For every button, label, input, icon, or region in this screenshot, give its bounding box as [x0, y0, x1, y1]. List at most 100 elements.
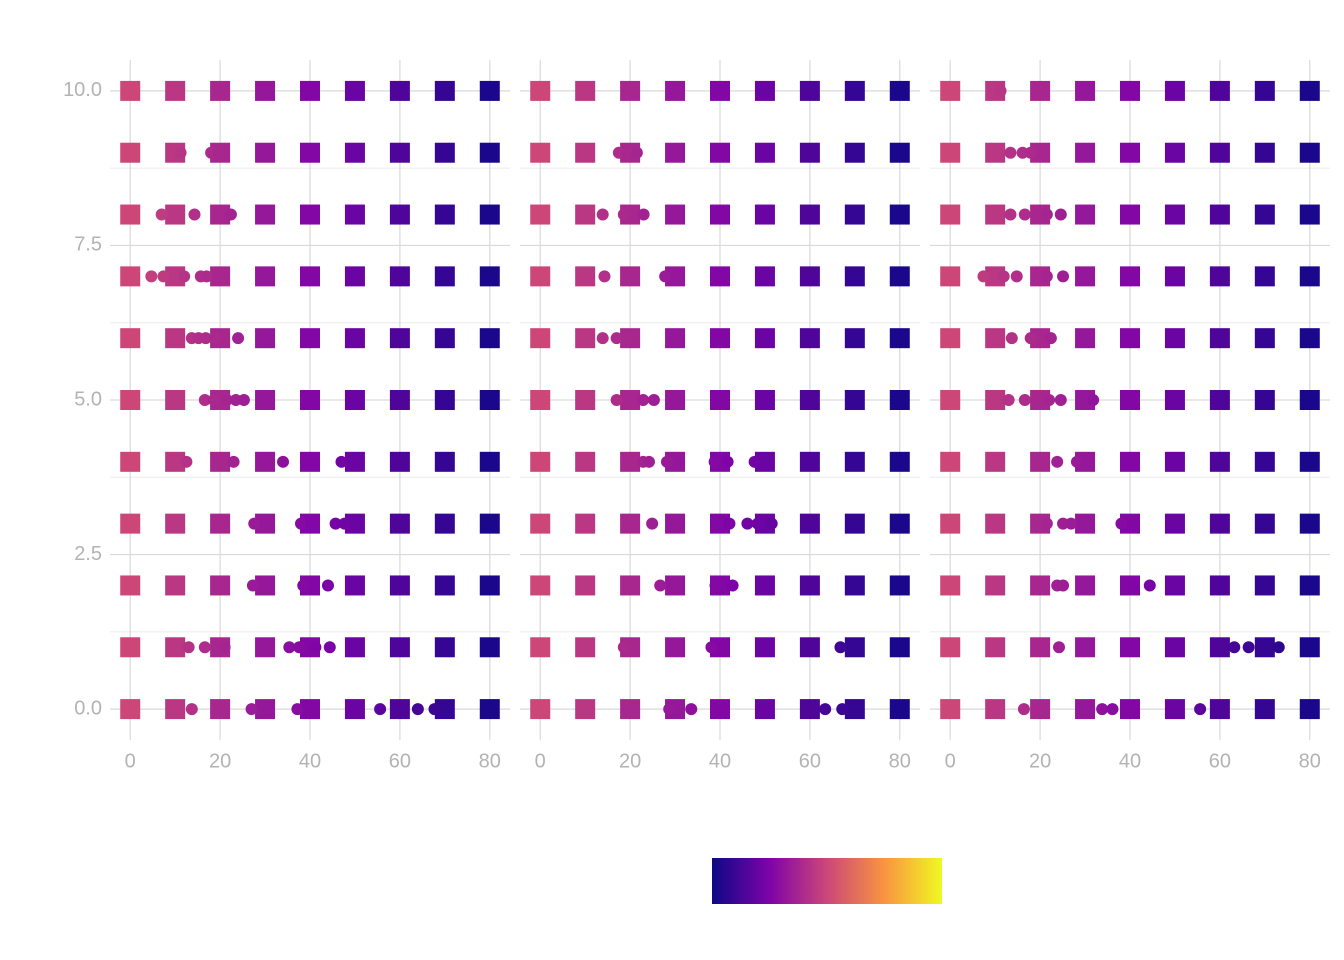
square-marker	[1209, 451, 1230, 472]
square-marker	[710, 80, 730, 101]
square-marker	[434, 80, 455, 101]
square-marker	[620, 699, 641, 720]
point	[663, 703, 676, 716]
square-marker	[710, 328, 730, 349]
square-marker	[754, 204, 775, 225]
square-marker	[530, 513, 551, 534]
square-marker	[1209, 575, 1230, 596]
point	[596, 208, 609, 221]
point	[200, 270, 213, 283]
square-marker	[1164, 328, 1185, 349]
point	[819, 703, 832, 716]
square-marker	[575, 204, 596, 225]
square-marker	[889, 80, 910, 101]
point	[309, 641, 322, 654]
point	[182, 641, 195, 654]
square-marker	[985, 328, 1006, 349]
square-marker	[844, 451, 865, 472]
square-marker	[620, 575, 641, 596]
square-marker	[620, 451, 641, 472]
square-marker	[710, 637, 730, 658]
square-marker	[1030, 451, 1051, 472]
square-marker	[1164, 575, 1185, 596]
square-marker	[844, 266, 865, 287]
square-marker	[985, 142, 1006, 163]
square-marker	[844, 142, 865, 163]
square-marker	[940, 142, 961, 163]
square-marker	[665, 637, 686, 658]
square-marker	[799, 204, 820, 225]
square-marker	[1254, 513, 1275, 534]
square-marker	[1254, 142, 1275, 163]
point	[277, 455, 290, 468]
point	[246, 579, 259, 592]
square-marker	[844, 575, 865, 596]
square-marker	[120, 80, 141, 101]
square-marker	[575, 80, 596, 101]
square-marker	[1254, 80, 1275, 101]
point	[1043, 394, 1056, 406]
square-marker	[1299, 699, 1320, 720]
point	[1052, 641, 1065, 654]
square-marker	[1030, 80, 1051, 101]
square-marker	[530, 328, 551, 349]
point	[323, 641, 336, 654]
square-marker	[799, 513, 820, 534]
square-marker	[479, 142, 500, 163]
point	[1070, 455, 1083, 468]
square-marker	[530, 80, 551, 101]
square-marker	[1254, 328, 1275, 349]
point	[1024, 332, 1037, 345]
square-marker	[389, 328, 410, 349]
point	[646, 517, 659, 530]
panel: 0 20 40 60 80	[930, 60, 1330, 772]
point	[178, 270, 191, 283]
square-marker	[1209, 637, 1230, 658]
square-marker	[665, 266, 686, 287]
point	[245, 703, 258, 716]
square-marker	[300, 80, 320, 101]
point	[1010, 270, 1023, 283]
square-marker	[1075, 266, 1096, 287]
square-marker	[754, 142, 775, 163]
square-marker	[389, 390, 410, 410]
square-marker	[985, 575, 1006, 596]
square-marker	[1075, 513, 1096, 534]
point	[721, 455, 734, 468]
square-marker	[210, 266, 231, 287]
square-marker	[665, 204, 686, 225]
x-tick-label: 60	[799, 750, 821, 772]
point	[428, 703, 441, 716]
square-marker	[1254, 451, 1275, 472]
square-marker	[940, 513, 961, 534]
square-marker	[210, 699, 231, 720]
point	[199, 332, 212, 345]
square-marker	[479, 575, 500, 596]
square-marker	[799, 575, 820, 596]
point	[188, 208, 201, 221]
square-marker	[620, 513, 641, 534]
square-marker	[710, 390, 730, 410]
square-marker	[255, 328, 276, 349]
point	[708, 455, 721, 468]
square-marker	[575, 637, 596, 658]
square-marker	[710, 142, 730, 163]
point	[1096, 703, 1109, 716]
square-marker	[1030, 575, 1051, 596]
square-marker	[530, 575, 551, 596]
x-tick-label: 0	[125, 750, 136, 772]
square-marker	[940, 699, 961, 720]
point	[1087, 394, 1100, 406]
square-marker	[1075, 204, 1096, 225]
square-marker	[1030, 699, 1051, 720]
square-marker	[255, 637, 276, 658]
square-marker	[985, 390, 1006, 410]
square-marker	[889, 451, 910, 472]
point	[1143, 579, 1156, 592]
square-marker	[1030, 328, 1051, 349]
square-marker	[530, 204, 551, 225]
point	[374, 703, 387, 716]
square-marker	[165, 637, 186, 658]
point	[1002, 394, 1015, 406]
square-marker	[300, 390, 320, 410]
